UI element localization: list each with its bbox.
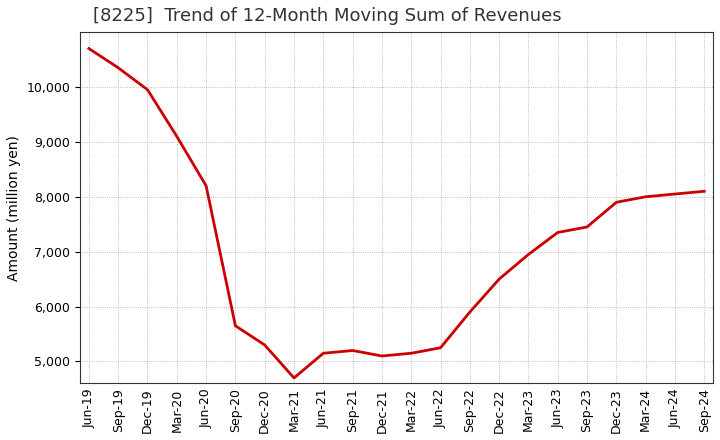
Text: [8225]  Trend of 12-Month Moving Sum of Revenues: [8225] Trend of 12-Month Moving Sum of R… (93, 7, 562, 25)
Y-axis label: Amount (million yen): Amount (million yen) (7, 135, 21, 281)
